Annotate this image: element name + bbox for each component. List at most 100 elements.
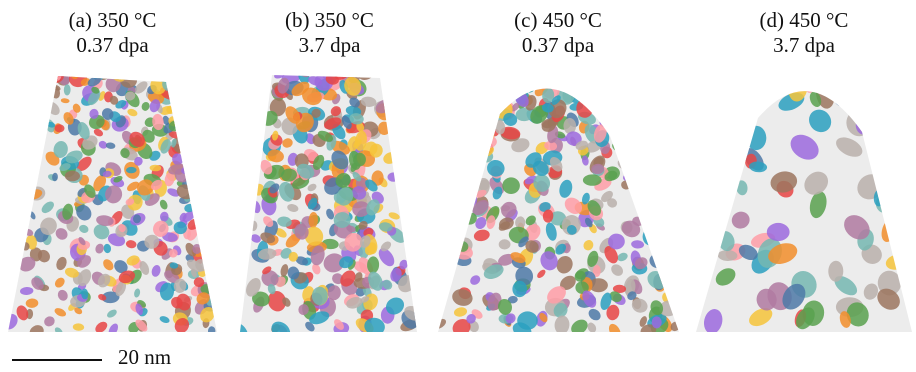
cluster — [404, 305, 417, 321]
cluster — [579, 70, 595, 84]
cluster — [804, 171, 829, 195]
atom-probe-tip-image — [696, 91, 912, 333]
cluster — [173, 278, 187, 293]
cluster — [101, 108, 114, 120]
cluster — [309, 311, 330, 325]
cluster — [124, 91, 136, 101]
solute-clusters — [703, 91, 909, 333]
cluster — [118, 223, 126, 233]
cluster — [863, 283, 879, 300]
cluster — [605, 98, 621, 110]
panel-caption: (a) 350 °C 0.37 dpa — [0, 8, 225, 58]
cluster — [246, 277, 261, 297]
cluster — [346, 296, 363, 309]
cluster — [364, 317, 385, 332]
cluster — [505, 313, 516, 324]
cluster — [31, 277, 44, 290]
cluster — [335, 173, 351, 188]
cluster — [731, 211, 750, 229]
panel-c: (c) 450 °C 0.37 dpa — [432, 0, 684, 340]
cluster — [495, 71, 508, 86]
cluster — [782, 283, 806, 310]
scale-bar: 20 nm — [12, 341, 232, 371]
cluster — [29, 325, 44, 332]
cluster — [587, 200, 602, 216]
cluster — [312, 154, 325, 170]
cluster — [267, 290, 287, 312]
cluster — [452, 289, 473, 306]
cluster — [280, 264, 289, 277]
cluster — [330, 106, 342, 117]
cluster — [492, 186, 503, 200]
cluster — [141, 101, 150, 111]
cluster — [453, 307, 468, 317]
cluster — [515, 107, 534, 122]
cluster — [498, 253, 515, 266]
cluster — [294, 223, 309, 240]
cluster — [263, 216, 274, 227]
cluster — [46, 121, 56, 128]
cluster — [809, 109, 832, 133]
cluster — [766, 222, 790, 242]
cluster — [118, 270, 136, 284]
cluster — [494, 119, 506, 135]
cluster — [612, 128, 620, 139]
cluster — [339, 256, 354, 269]
atom-probe-tip-image — [240, 75, 417, 332]
cluster — [277, 77, 290, 94]
cluster — [114, 260, 128, 274]
cluster — [127, 108, 138, 117]
cluster — [587, 322, 597, 332]
cluster — [346, 225, 356, 233]
cluster — [512, 322, 532, 332]
cluster — [555, 72, 572, 87]
cluster — [593, 124, 607, 143]
cluster — [846, 302, 869, 327]
cluster — [18, 256, 36, 272]
panel-dose: 0.37 dpa — [76, 33, 149, 57]
cluster — [583, 88, 598, 91]
cluster — [102, 170, 112, 178]
cluster — [554, 315, 570, 332]
cluster — [525, 240, 539, 253]
cluster — [349, 113, 364, 125]
cluster — [149, 99, 161, 113]
cluster — [262, 266, 272, 275]
cluster — [542, 209, 554, 223]
cluster — [87, 90, 101, 106]
cluster — [592, 95, 602, 108]
cluster — [126, 255, 140, 266]
atom-probe-tip-image — [438, 70, 679, 332]
cluster — [553, 303, 568, 318]
cluster — [466, 313, 476, 324]
cluster — [539, 312, 548, 323]
cluster — [602, 88, 622, 98]
cluster — [101, 291, 120, 304]
cluster — [501, 201, 517, 218]
cluster — [336, 187, 354, 206]
cluster — [77, 269, 92, 287]
cluster — [139, 261, 150, 275]
cluster — [503, 112, 518, 126]
cluster — [108, 323, 118, 332]
cluster — [452, 319, 471, 332]
cluster — [135, 303, 143, 316]
cluster — [703, 309, 723, 333]
cluster — [59, 163, 71, 172]
cluster — [140, 76, 158, 81]
cluster — [44, 316, 55, 327]
cluster — [56, 256, 67, 271]
cluster — [633, 181, 648, 197]
cluster — [529, 76, 538, 87]
cluster — [157, 76, 168, 78]
cluster — [612, 284, 627, 294]
cluster — [159, 316, 170, 324]
solute-clusters — [8, 76, 217, 332]
cluster — [129, 131, 145, 148]
cluster — [844, 215, 870, 240]
cluster — [132, 214, 142, 224]
cluster — [639, 316, 648, 327]
cluster — [308, 212, 319, 228]
cluster — [78, 237, 86, 246]
cluster — [486, 215, 496, 230]
